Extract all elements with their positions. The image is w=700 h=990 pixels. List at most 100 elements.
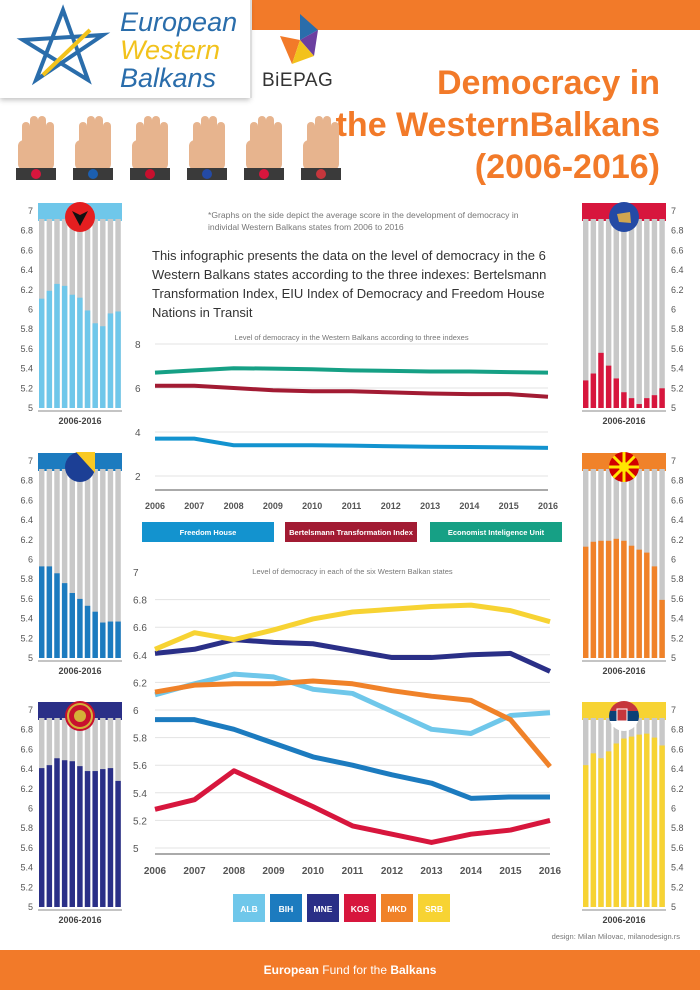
- x-tick-label: 2007: [184, 501, 204, 511]
- period-label: 2006-2016: [58, 666, 101, 676]
- tick-label: 6.8: [671, 725, 684, 735]
- footer-text-mid: Fund for the: [318, 963, 391, 977]
- index-line-chart: Level of democracy in the Western Balkan…: [135, 333, 562, 542]
- x-tick-label: 2012: [381, 866, 404, 877]
- y-tick-label: 5.6: [133, 761, 147, 772]
- bar: [54, 573, 60, 658]
- bar: [61, 760, 68, 907]
- bar-bg: [636, 211, 642, 408]
- legend-label: Economist Inteligence Unit: [448, 528, 545, 537]
- tick-label: 6.4: [671, 764, 684, 774]
- tick-label: 6.2: [671, 285, 684, 295]
- period-label: 2006-2016: [602, 915, 645, 925]
- period-label: 2006-2016: [602, 666, 645, 676]
- bar-bg: [621, 211, 627, 408]
- bar: [54, 283, 60, 408]
- y-tick-label: 5.4: [133, 789, 147, 800]
- tick-label: 6.6: [20, 495, 33, 505]
- tick-label: 7: [28, 705, 33, 715]
- design-credit: design: Milan Milovac, milanodesign.rs: [551, 932, 680, 941]
- intro-text: This infographic presents the data on th…: [152, 248, 547, 320]
- bar: [46, 290, 53, 408]
- tick-label: 6: [28, 555, 33, 565]
- logo-card: European Western Balkans: [0, 0, 250, 98]
- tick-label: 5.4: [20, 614, 33, 624]
- tick-label: 5.8: [671, 324, 684, 334]
- y-tick-label: 6: [133, 706, 139, 717]
- hand-bih: [73, 116, 113, 180]
- series-line: [155, 436, 549, 450]
- tick-label: 5.8: [671, 823, 684, 833]
- chart-title: Level of democracy in the Western Balkan…: [234, 333, 468, 342]
- tick-label: 6.8: [671, 476, 684, 486]
- series-line: [154, 637, 552, 674]
- tick-label: 6.6: [20, 245, 33, 255]
- tick-label: 6.4: [671, 265, 684, 275]
- bar: [659, 599, 665, 658]
- tick-label: 6.6: [671, 495, 684, 505]
- y-tick-label: 6.2: [133, 678, 147, 689]
- biepag-logo: [280, 14, 318, 64]
- tick-label: 7: [671, 705, 676, 715]
- bar: [590, 541, 597, 658]
- tick-label: 6: [671, 555, 676, 565]
- tick-label: 7: [671, 456, 676, 466]
- side-chart-mne: 7 6.8 6.6 6.4 6.2 6 5.8 5.6 5.4 5.2 5 2006-2016: [20, 701, 122, 925]
- legend-swatch: [381, 894, 413, 922]
- bar-bg: [39, 461, 45, 658]
- tick-label: 6.6: [20, 744, 33, 754]
- bar-bg: [77, 461, 83, 658]
- tick-label: 6.4: [20, 764, 33, 774]
- hand-alb: [16, 116, 56, 180]
- bar: [598, 758, 604, 907]
- tick-label: 6.2: [671, 784, 684, 794]
- x-tick-label: 2016: [539, 866, 562, 877]
- tick-label: 5.4: [671, 364, 684, 374]
- hand-mkd: [244, 116, 284, 180]
- bar: [69, 592, 75, 658]
- side-chart-bih: 7 6.8 6.6 6.4 6.2 6 5.8 5.6 5.4 5.2 5 2006-2016: [20, 452, 122, 676]
- bar: [590, 373, 597, 408]
- bar: [77, 297, 83, 408]
- bar-bg: [605, 211, 612, 408]
- y-tick-label: 5.8: [133, 734, 147, 745]
- bar: [100, 622, 106, 658]
- bar: [613, 538, 619, 658]
- flag-bih-icon: [65, 452, 95, 482]
- bar: [77, 598, 83, 658]
- side-chart-kos: 7 6.8 6.6 6.4 6.2 6 5.8 5.6 5.4 5.2 5 2006-2016: [582, 202, 684, 426]
- tick-label: 5: [28, 902, 33, 912]
- legend-label: ALB: [240, 904, 257, 914]
- bar: [605, 751, 612, 907]
- biepag-label: BiEPAG: [262, 70, 334, 91]
- bar-bg: [598, 211, 604, 408]
- series-line: [154, 671, 551, 736]
- bar-bg: [115, 211, 121, 408]
- bar-bg: [54, 461, 60, 658]
- bar: [583, 380, 589, 408]
- bar: [77, 766, 83, 907]
- bar: [115, 780, 121, 907]
- legend-swatch: [285, 522, 417, 542]
- tick-label: 5.8: [20, 324, 33, 334]
- y-tick-label: 6: [135, 384, 141, 395]
- tick-label: 5.2: [20, 383, 33, 393]
- bar: [636, 734, 642, 907]
- tick-label: 6.2: [20, 535, 33, 545]
- x-tick-label: 2007: [183, 866, 206, 877]
- bar: [84, 605, 91, 658]
- bar-bg: [92, 211, 98, 408]
- x-tick-label: 2010: [302, 501, 322, 511]
- legend-swatch: [233, 894, 265, 922]
- side-chart-srb: 7 6.8 6.6 6.4 6.2 6 5.8 5.6 5.4 5.2 5 2006-2016: [582, 701, 684, 925]
- x-tick-label: 2014: [460, 866, 483, 877]
- tick-label: 6.4: [671, 515, 684, 525]
- legend-swatch: [418, 894, 450, 922]
- legend-swatch: [142, 522, 274, 542]
- tick-label: 6.2: [671, 535, 684, 545]
- tick-label: 5.8: [20, 574, 33, 584]
- tick-label: 5: [671, 653, 676, 663]
- bar: [644, 552, 650, 658]
- bar: [628, 545, 635, 658]
- hand-kos: [187, 116, 227, 180]
